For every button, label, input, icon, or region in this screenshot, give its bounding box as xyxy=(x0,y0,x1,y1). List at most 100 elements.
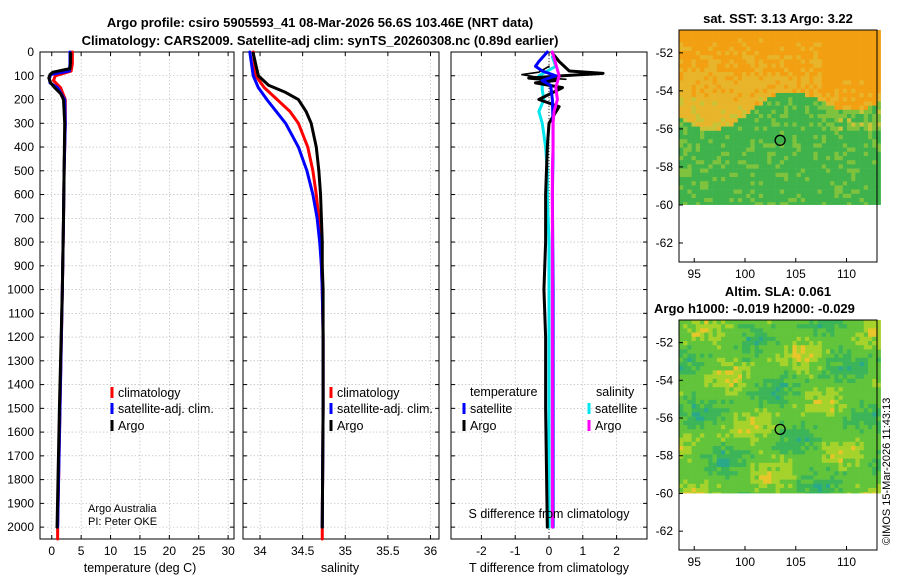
sst-cell xyxy=(708,185,713,190)
sst-cell xyxy=(876,160,881,165)
sla-cell xyxy=(742,483,747,489)
sst-cell xyxy=(712,185,718,190)
sla-cell xyxy=(721,349,726,354)
sst-cell xyxy=(737,46,743,52)
sla-cell xyxy=(847,395,852,401)
sla-cell xyxy=(872,441,877,447)
sla-cell xyxy=(683,492,688,494)
sla-cell xyxy=(859,488,865,493)
sst-cell xyxy=(872,135,877,140)
sla-cell xyxy=(851,475,856,480)
sst-cell xyxy=(779,198,785,203)
sst-cell xyxy=(809,59,814,64)
sst-cell xyxy=(721,101,726,106)
sst-cell xyxy=(729,181,734,186)
sla-cell xyxy=(859,416,865,422)
sla-cell xyxy=(716,420,722,426)
sst-cell xyxy=(868,67,873,73)
sst-cell xyxy=(775,88,781,94)
sla-cell xyxy=(809,450,814,455)
sla-cell xyxy=(817,395,823,401)
map-y-tick-label: -60 xyxy=(656,198,674,212)
y-tick-label: 1600 xyxy=(7,425,34,439)
sla-cell xyxy=(687,458,692,464)
sla-cell xyxy=(784,412,789,417)
sla-cell xyxy=(805,479,810,485)
sla-cell xyxy=(716,391,722,396)
sla-cell xyxy=(792,366,797,371)
sla-cell xyxy=(821,458,827,464)
sla-cell xyxy=(750,353,755,359)
sst-cell xyxy=(838,198,844,203)
sla-cell xyxy=(863,353,869,359)
sla-cell xyxy=(784,467,789,472)
sst-cell xyxy=(691,126,697,132)
sst-cell xyxy=(679,105,684,111)
sst-cell xyxy=(876,189,881,195)
sla-cell xyxy=(758,467,764,472)
sst-cell xyxy=(746,109,751,115)
sst-cell xyxy=(729,109,734,115)
sla-cell xyxy=(716,408,722,413)
sst-cell xyxy=(872,168,877,174)
sst-cell xyxy=(792,114,797,119)
sst-cell xyxy=(859,84,865,90)
sla-cell xyxy=(821,399,827,405)
sst-cell xyxy=(826,80,831,85)
sst-cell xyxy=(721,72,726,77)
sla-cell xyxy=(712,383,718,388)
sla-cell xyxy=(750,441,755,447)
sla-cell xyxy=(687,324,692,329)
sst-cell xyxy=(750,59,755,64)
sst-cell xyxy=(771,193,776,199)
sst-cell xyxy=(716,172,722,178)
y-tick-label: 200 xyxy=(14,93,34,107)
sst-cell xyxy=(754,151,760,157)
map-y-tick-label: -54 xyxy=(656,373,674,387)
sst-cell xyxy=(704,88,709,94)
sst-cell xyxy=(746,193,751,199)
sst-cell xyxy=(842,97,848,102)
sst-cell xyxy=(700,51,705,56)
sla-cell xyxy=(733,362,739,367)
sla-cell xyxy=(813,446,818,451)
sst-cell xyxy=(788,189,793,195)
sst-cell xyxy=(821,88,827,94)
sla-cell xyxy=(721,328,726,333)
sst-cell xyxy=(712,172,718,178)
sst-cell xyxy=(805,80,810,85)
sla-cell xyxy=(842,366,848,371)
sst-cell xyxy=(767,172,772,178)
sst-cell xyxy=(792,101,797,106)
sla-cell xyxy=(863,345,869,350)
sla-cell xyxy=(788,395,793,401)
sst-cell xyxy=(826,139,831,144)
sla-cell xyxy=(876,433,881,438)
sst-cell xyxy=(775,59,781,64)
sst-cell xyxy=(809,143,814,148)
sst-cell xyxy=(796,105,802,111)
sla-cell xyxy=(834,433,839,438)
x-tick-label: -2 xyxy=(476,544,487,558)
sst-cell xyxy=(754,172,760,178)
sst-cell xyxy=(716,193,722,199)
sst-cell xyxy=(779,46,785,52)
sst-cell xyxy=(847,72,852,77)
sla-cell xyxy=(712,395,718,401)
sst-cell xyxy=(863,88,869,94)
sst-cell xyxy=(796,143,802,148)
sla-cell xyxy=(725,378,730,384)
sst-cell xyxy=(754,160,760,165)
sst-cell xyxy=(859,156,865,161)
sst-cell xyxy=(767,181,772,186)
sla-cell xyxy=(855,332,860,338)
sst-cell xyxy=(838,97,844,102)
sst-cell xyxy=(847,185,852,190)
sst-cell xyxy=(742,172,747,178)
sst-cell xyxy=(838,185,844,190)
sla-cell xyxy=(708,492,713,494)
sst-cell xyxy=(695,84,701,90)
sla-cell xyxy=(821,391,827,396)
sst-cell xyxy=(817,122,823,127)
sst-cell xyxy=(708,198,713,203)
